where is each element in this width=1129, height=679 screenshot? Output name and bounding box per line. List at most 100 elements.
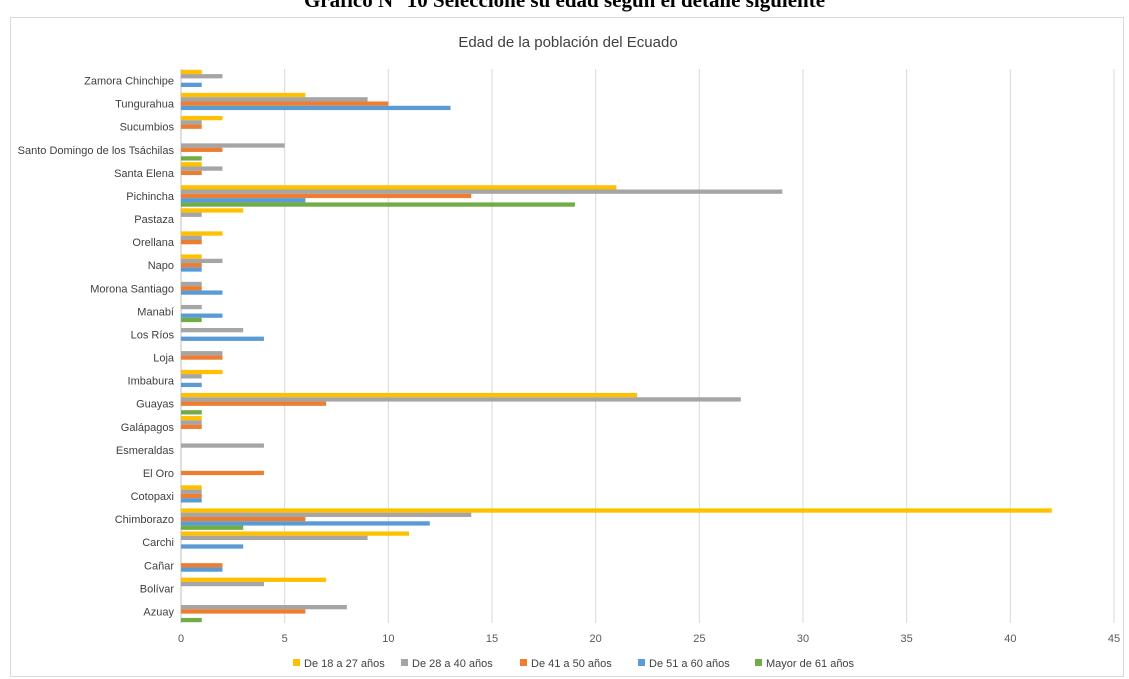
bar: [181, 212, 202, 217]
bar: [181, 290, 223, 295]
bar: [181, 512, 472, 517]
x-tick-label: 20: [590, 633, 602, 645]
bar: [181, 239, 202, 245]
bar: [181, 162, 202, 167]
category-label: Orellana: [132, 237, 174, 249]
category-label: Los Ríos: [131, 329, 175, 341]
bar: [181, 120, 202, 125]
bar: [181, 516, 306, 522]
category-label: Galápagos: [121, 422, 175, 434]
bar: [181, 609, 306, 614]
bar: [181, 317, 202, 323]
bar: [181, 498, 202, 503]
bar: [181, 263, 202, 268]
bar: [181, 392, 638, 398]
legend-label: De 28 a 40 años: [412, 658, 493, 670]
legend-swatch: [293, 659, 300, 666]
legend-swatch: [401, 659, 408, 666]
bar: [181, 577, 327, 582]
category-label: Imbabura: [128, 376, 175, 388]
bar: [181, 82, 202, 87]
x-tick-label: 45: [1108, 633, 1120, 645]
category-label: Zamora Chinchipe: [84, 76, 174, 88]
category-label: Guayas: [136, 399, 174, 411]
legend-swatch: [638, 659, 645, 666]
bar: [181, 485, 202, 490]
bar: [181, 124, 202, 129]
bar: [181, 69, 202, 75]
category-label: Azuay: [143, 606, 174, 618]
bar: [181, 382, 202, 388]
bar: [181, 254, 202, 259]
legend-swatch: [755, 659, 762, 666]
bar: [181, 235, 202, 240]
legend-swatch: [520, 659, 527, 666]
category-label: Esmeraldas: [116, 445, 175, 457]
bar: [181, 115, 223, 121]
bar: [181, 281, 202, 287]
bar: [181, 397, 741, 402]
bar: [181, 369, 223, 375]
bar: [181, 410, 202, 415]
bar: [181, 531, 410, 536]
bar: [181, 193, 472, 199]
x-tick-label: 25: [693, 633, 705, 645]
bar: [181, 401, 327, 406]
bar: [181, 328, 244, 333]
category-label: Sucumbios: [120, 122, 175, 134]
bar: [181, 304, 202, 310]
bar: [181, 258, 223, 264]
chart-frame: Edad de la población del Ecuado 0 5 10 15 20 2…: [10, 17, 1124, 677]
bar: [181, 97, 368, 102]
bar: [181, 105, 451, 111]
bar: [181, 374, 202, 379]
bar: [181, 470, 264, 476]
bar: [181, 143, 285, 148]
bar: [181, 605, 347, 610]
bar: [181, 567, 223, 572]
category-label: Pastaza: [134, 214, 175, 226]
category-label: Napo: [148, 260, 174, 272]
bar: [181, 443, 264, 448]
category-label: Tungurahua: [115, 99, 175, 111]
bar: [181, 563, 223, 568]
bar: [181, 101, 389, 106]
category-label: Manabí: [137, 306, 174, 318]
bar: [181, 489, 202, 494]
bar: [181, 351, 223, 356]
bar: [181, 355, 223, 360]
bar: [181, 156, 202, 161]
bar: [181, 231, 223, 236]
category-label: El Oro: [143, 468, 174, 480]
bar: [181, 617, 202, 623]
bar: [181, 147, 223, 152]
document-heading: Gráfico N° 10 Seleccione su edad según e…: [303, 0, 826, 12]
category-label: Santo Domingo de los Tsáchilas: [18, 145, 175, 157]
category-label: Cañar: [144, 560, 174, 572]
bar: [181, 581, 264, 587]
bar: [181, 267, 202, 272]
category-label: Pichincha: [126, 191, 175, 203]
category-label: Loja: [153, 353, 175, 365]
legend-label: Mayor de 61 años: [766, 658, 855, 670]
bar: [181, 493, 202, 499]
bar-chart: Edad de la población del Ecuado 0 5 10 15 20 2…: [18, 34, 1120, 670]
bar: [181, 202, 575, 207]
bar: [181, 521, 430, 526]
bar: [181, 166, 223, 171]
category-label: Chimborazo: [115, 514, 174, 526]
category-label: Morona Santiago: [90, 283, 174, 295]
legend-label: De 51 a 60 años: [649, 658, 730, 670]
x-tick-label: 30: [797, 633, 809, 645]
bar: [181, 208, 244, 213]
category-label: Bolívar: [140, 583, 175, 595]
bar: [181, 535, 368, 541]
bar: [181, 185, 617, 190]
legend-label: De 41 a 50 años: [531, 658, 612, 670]
bar: [181, 313, 223, 318]
chart-title: Edad de la población del Ecuado: [458, 34, 677, 51]
bar: [181, 170, 202, 176]
x-tick-label: 15: [486, 633, 498, 645]
bar: [181, 189, 783, 194]
x-tick-label: 0: [178, 633, 184, 645]
